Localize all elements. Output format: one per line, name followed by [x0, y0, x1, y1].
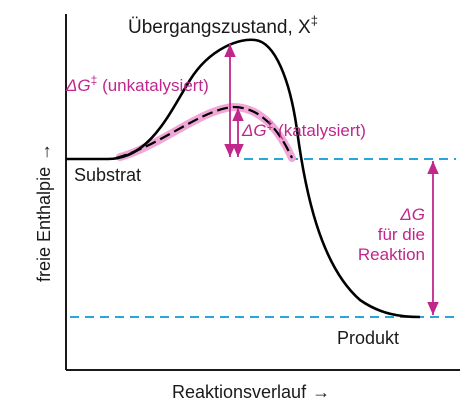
x-axis-label: Reaktionsverlauf →	[172, 382, 330, 402]
product-label: Produkt	[337, 328, 399, 348]
reaction-dg-symbol: ΔG	[399, 205, 425, 224]
catalyzed-barrier-label: ΔG‡ (katalysiert)	[241, 118, 366, 140]
transition-state-label: Übergangszustand, X‡	[128, 13, 318, 38]
reaction-dg-line1: für die	[378, 225, 425, 244]
reaction-dg-line2: Reaktion	[358, 245, 425, 264]
y-axis-label: freie Enthalpie→	[34, 143, 54, 282]
substrate-label: Substrat	[74, 165, 141, 185]
uncatalyzed-barrier-label: ΔG‡ (unkatalysiert)	[65, 73, 209, 95]
uncatalyzed-curve	[66, 38, 421, 319]
